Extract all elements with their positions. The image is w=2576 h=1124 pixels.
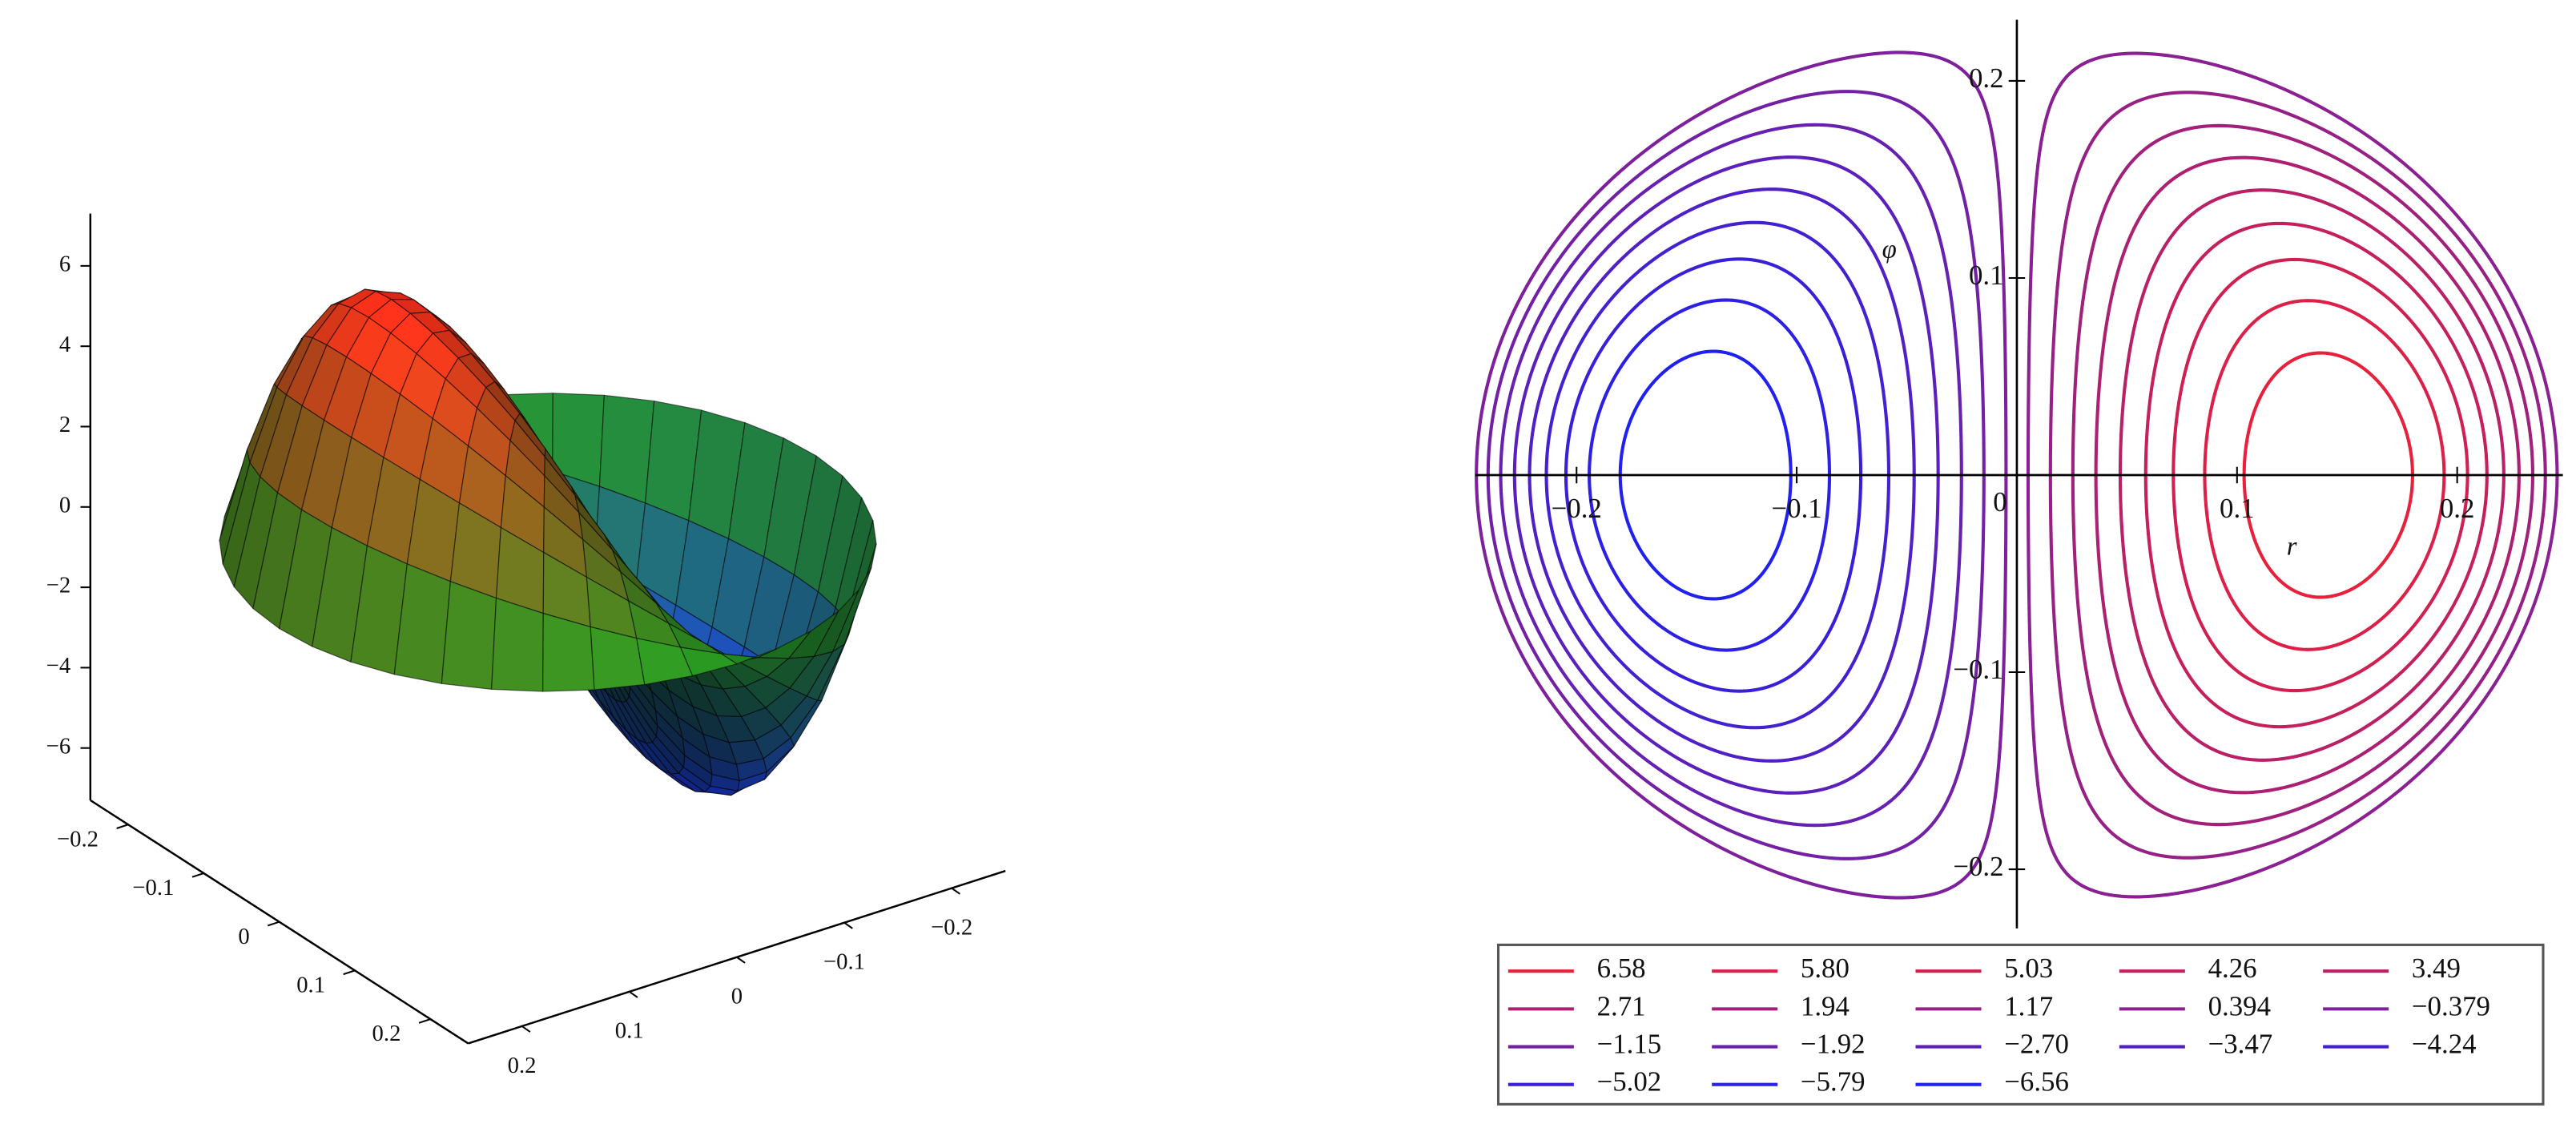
legend-label: 2.71 [1597, 990, 1646, 1021]
legend-label: 1.94 [1801, 990, 1849, 1021]
x-tick-label: 0.2 [508, 1053, 537, 1078]
y-tick-label: −0.2 [1953, 851, 2003, 882]
y-tick [418, 1018, 431, 1024]
legend-label: −2.70 [2004, 1029, 2069, 1060]
x-tick-label: 0.2 [2440, 493, 2475, 524]
y-tick-label: 0 [238, 924, 249, 949]
y-tick-label: −0.1 [132, 875, 174, 900]
legend-label: −1.15 [1597, 1029, 1662, 1060]
surface-patch [598, 394, 655, 504]
legend-label: 1.17 [2004, 990, 2053, 1021]
z-tick-label: −4 [46, 653, 71, 679]
z-tick-label: −6 [46, 733, 71, 759]
surface-patch [491, 597, 544, 692]
legend-label: −5.79 [1801, 1066, 1866, 1098]
legend-label: 5.80 [1801, 953, 1849, 984]
x-tick-label: 0.1 [2220, 493, 2255, 524]
surface-patch [542, 612, 595, 692]
x-tick-label: −0.1 [823, 949, 865, 975]
y-tick [116, 824, 129, 829]
x-tick [521, 1025, 531, 1033]
legend-label: 0.394 [2208, 990, 2271, 1021]
x-tick [629, 991, 638, 998]
legend-label: −3.47 [2208, 1029, 2273, 1060]
x-tick-label: −0.2 [931, 914, 972, 940]
y-tick [191, 872, 204, 878]
y-tick-label: 0.1 [296, 972, 325, 997]
legend-label: −1.92 [1801, 1029, 1866, 1060]
legend-label: 6.58 [1597, 953, 1646, 984]
y-tick [343, 969, 356, 976]
legend-label: −5.02 [1597, 1066, 1662, 1098]
x-axis-label: r [2287, 533, 2297, 562]
legend-label: 5.03 [2004, 953, 2053, 984]
legend-label: 4.26 [2208, 953, 2257, 984]
x-tick-label: 0.1 [615, 1018, 644, 1044]
legend-label: 3.49 [2412, 953, 2461, 984]
legend-label: −0.379 [2412, 990, 2490, 1021]
y-tick-label: 0.2 [372, 1021, 401, 1046]
x-tick-label: 0 [1993, 486, 2006, 518]
x-tick-label: 0 [731, 984, 743, 1009]
legend-label: −4.24 [2412, 1029, 2477, 1060]
x-tick [951, 887, 960, 895]
z-tick-label: 6 [59, 251, 70, 276]
y-tick-label: 0.1 [1969, 260, 2004, 291]
x-tick-label: −0.1 [1771, 493, 1821, 524]
legend-label: −6.56 [2004, 1066, 2069, 1098]
z-tick-label: 0 [59, 492, 70, 518]
surface-patch [441, 581, 497, 690]
z-tick-label: −2 [46, 573, 71, 598]
z-tick-label: 2 [59, 412, 70, 437]
x-tick-label: −0.2 [1552, 493, 1602, 524]
y-tick-label: −0.2 [57, 826, 99, 852]
y-axis-label: φ [1882, 235, 1897, 264]
x-tick [843, 921, 853, 929]
y-tick [267, 921, 280, 927]
x-tick [736, 956, 746, 964]
z-tick-label: 4 [59, 332, 70, 357]
y-tick-label: 0.2 [1969, 62, 2004, 94]
y-tick-label: −0.1 [1953, 654, 2003, 685]
